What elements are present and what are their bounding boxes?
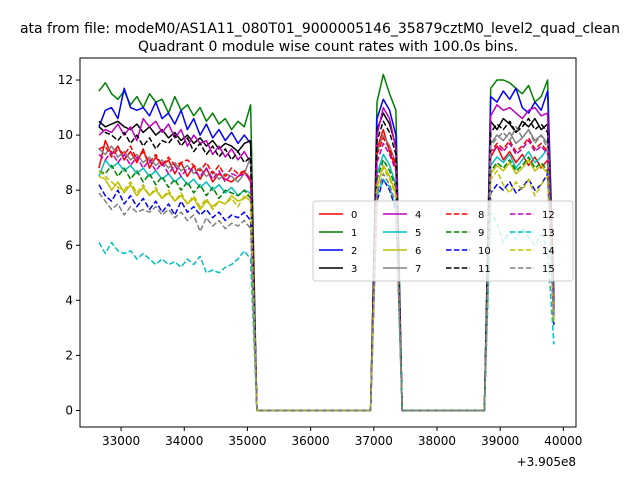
axis-layer: 33000 34000 35000 36000 37000 38000 39000 40000… <box>58 73 583 448</box>
y-tick-label: 10 <box>58 128 73 142</box>
legend-label-15: 15 <box>542 264 555 275</box>
y-tick-label: 4 <box>65 293 73 307</box>
series-line-8 <box>98 137 555 412</box>
figure-suptitle: ata from file: modeM0/AS1A11_080T01_9000… <box>20 21 620 37</box>
legend-label-3: 3 <box>351 264 357 275</box>
series-line-14 <box>98 167 555 412</box>
series-layer <box>98 73 555 412</box>
series-line-6 <box>98 159 555 412</box>
x-offset-text: +3.905e8 <box>517 455 576 469</box>
legend-label-13: 13 <box>542 228 555 239</box>
legend-label-12: 12 <box>542 210 555 221</box>
x-tick-label: 39000 <box>481 434 519 448</box>
y-tick-label: 8 <box>65 183 73 197</box>
chart-title: Quadrant 0 module wise count rates with … <box>138 39 518 55</box>
y-tick-label: 6 <box>65 238 73 252</box>
plot-frame <box>79 57 577 428</box>
x-tick-label: 33000 <box>102 434 140 448</box>
x-tick-label: 36000 <box>292 434 330 448</box>
x-tick-label: 38000 <box>418 434 456 448</box>
series-line-2 <box>98 87 555 412</box>
legend-label-2: 2 <box>351 246 357 257</box>
legend-frame <box>312 200 574 282</box>
x-tick-label: 35000 <box>228 434 266 448</box>
legend-label-8: 8 <box>478 210 484 221</box>
y-tick-label: 2 <box>65 348 73 362</box>
x-tick-label: 34000 <box>165 434 203 448</box>
series-line-7 <box>98 128 555 412</box>
x-tick-label: 40000 <box>544 434 582 448</box>
series-line-10 <box>98 172 555 412</box>
series-line-12 <box>98 139 555 412</box>
series-line-5 <box>98 148 555 412</box>
y-tick-label: 0 <box>65 403 73 417</box>
legend-label-6: 6 <box>415 246 421 257</box>
legend-label-7: 7 <box>415 264 421 275</box>
series-line-9 <box>98 156 555 412</box>
series-line-4 <box>98 104 555 412</box>
legend-label-10: 10 <box>478 246 491 257</box>
legend-label-4: 4 <box>415 210 421 221</box>
legend-label-0: 0 <box>351 210 357 221</box>
series-line-1 <box>98 73 555 412</box>
series-line-11 <box>98 117 555 412</box>
legend-label-5: 5 <box>415 228 421 239</box>
legend-label-11: 11 <box>478 264 491 275</box>
legend-label-9: 9 <box>478 228 484 239</box>
legend-label-14: 14 <box>542 246 555 257</box>
y-tick-label: 12 <box>58 73 73 87</box>
x-tick-label: 37000 <box>355 434 393 448</box>
legend-label-1: 1 <box>351 228 357 239</box>
